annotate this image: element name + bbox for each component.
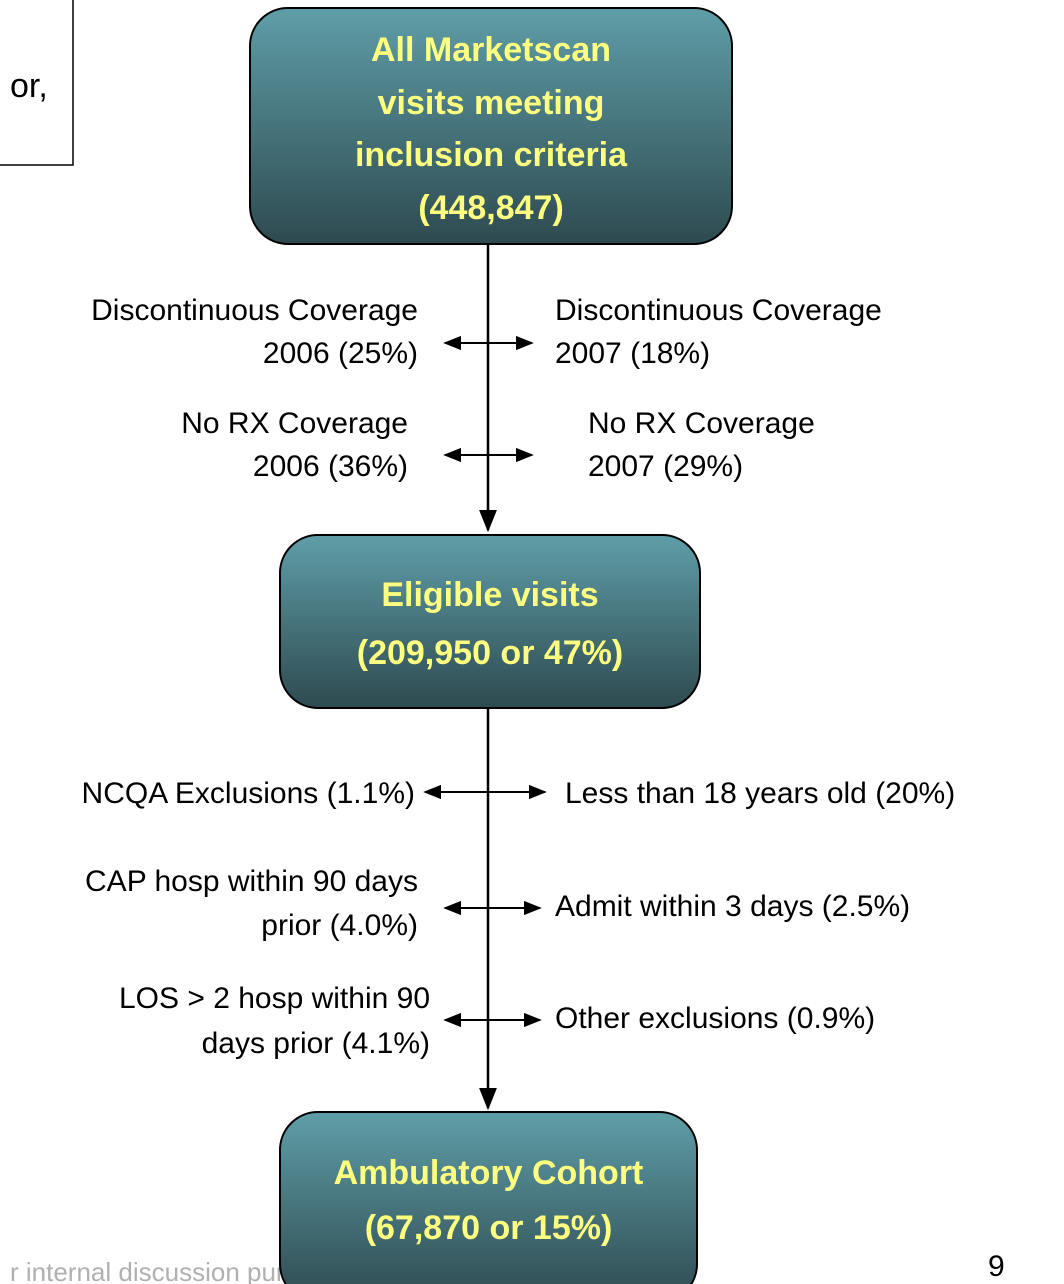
- node-label: (209,950 or 47%): [357, 634, 624, 672]
- node: Ambulatory Cohort (67,870 or 15%): [279, 1111, 698, 1284]
- exclusion-right: Discontinuous Coverage: [555, 294, 882, 327]
- exclusion-right: Other exclusions (0.9%): [555, 1002, 875, 1035]
- exclusion-right: Less than 18 years old (20%): [565, 777, 955, 810]
- exclusion-left: Discontinuous Coverage: [91, 294, 418, 327]
- node-box: [279, 1111, 698, 1284]
- page-number: 9: [988, 1250, 1005, 1283]
- node-label: Eligible visits: [381, 576, 598, 614]
- exclusion-left: LOS > 2 hosp within 90: [119, 982, 430, 1015]
- exclusion-left: CAP hosp within 90 days: [85, 865, 418, 898]
- exclusion-left: 2006 (36%): [253, 450, 408, 483]
- exclusion-left: No RX Coverage: [181, 407, 408, 440]
- node: All Marketscan visits meeting inclusion cr…: [249, 7, 733, 245]
- exclusion-right: No RX Coverage: [588, 407, 815, 440]
- node-box: [279, 534, 701, 709]
- exclusion-left: days prior (4.1%): [202, 1027, 430, 1060]
- exclusion-left: NCQA Exclusions (1.1%): [82, 777, 415, 810]
- node-label: inclusion criteria: [355, 136, 628, 174]
- node-box: [249, 7, 733, 245]
- node-label: Ambulatory Cohort: [334, 1154, 644, 1192]
- note-text: or,: [10, 67, 48, 105]
- exclusion-right: 2007 (18%): [555, 337, 710, 370]
- note-box: [0, 0, 74, 166]
- exclusion-right: 2007 (29%): [588, 450, 743, 483]
- node-label: (67,870 or 15%): [365, 1209, 613, 1247]
- node: Eligible visits (209,950 or 47%): [279, 534, 701, 709]
- exclusion-left: 2006 (25%): [263, 337, 418, 370]
- exclusion-left: prior (4.0%): [261, 909, 418, 942]
- node-label: (448,847): [418, 189, 564, 227]
- exclusion-right: Admit within 3 days (2.5%): [555, 890, 910, 923]
- node-label: All Marketscan: [371, 31, 611, 69]
- node-label: visits meeting: [378, 84, 605, 122]
